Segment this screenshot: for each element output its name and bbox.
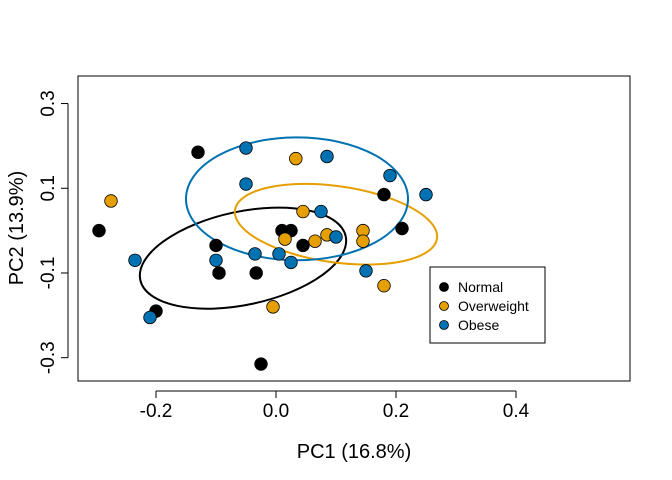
overweight-point (308, 234, 322, 248)
y-tick-label: -0.3 (38, 341, 59, 374)
obese-point (209, 253, 223, 267)
obese-point (329, 230, 343, 244)
obese-point (284, 255, 298, 270)
legend-label-overweight: Overweight (458, 298, 529, 314)
overweight-point (356, 234, 370, 248)
x-axis: -0.2 0.0 0.2 0.4 (140, 390, 530, 422)
normal-point (209, 238, 223, 253)
obese-point (383, 168, 397, 183)
legend: Normal Overweight Obese (429, 266, 546, 344)
normal-point (191, 145, 205, 159)
normal-point (92, 223, 106, 238)
obese-point (359, 264, 373, 278)
obese-point (128, 253, 142, 267)
plot-frame (77, 75, 631, 382)
x-axis-label: PC1 (16.8%) (297, 441, 412, 463)
legend-marker-overweight (439, 301, 449, 311)
overweight-point (296, 204, 310, 219)
overweight-point (278, 232, 292, 246)
normal-point (249, 266, 263, 280)
normal-point (296, 238, 310, 253)
overweight-ellipse (233, 182, 439, 266)
data-points (92, 141, 433, 371)
legend-label-normal: Normal (458, 279, 503, 295)
obese-point (248, 247, 262, 261)
legend-marker-obese (439, 320, 449, 330)
obese-point (272, 247, 286, 261)
overweight-point (377, 278, 391, 293)
obese-point (239, 141, 253, 155)
obese-point (419, 187, 433, 202)
legend-marker-normal (439, 282, 449, 292)
y-tick-label: 0.1 (38, 175, 59, 201)
y-axis: -0.3 -0.1 0.1 0.3 (38, 90, 69, 374)
legend-box (429, 266, 546, 344)
y-tick-label: -0.1 (38, 257, 59, 290)
x-tick-label: 0.0 (263, 401, 289, 422)
normal-point (212, 266, 226, 280)
legend-label-obese: Obese (458, 317, 499, 333)
overweight-point (289, 151, 303, 166)
normal-point (377, 187, 391, 202)
obese-point (143, 310, 157, 325)
obese-point (320, 149, 334, 164)
normal-ellipse (138, 206, 348, 310)
y-axis-label: PC2 (13.9%) (6, 171, 28, 286)
overweight-point (266, 300, 280, 314)
x-tick-label: -0.2 (140, 401, 173, 422)
obese-point (314, 204, 328, 219)
x-tick-label: 0.4 (503, 401, 530, 422)
y-tick-label: 0.3 (38, 90, 59, 116)
x-tick-label: 0.2 (383, 401, 409, 422)
obese-point (239, 177, 253, 191)
normal-point (254, 357, 268, 371)
normal-point (395, 221, 409, 236)
overweight-point (104, 194, 118, 208)
